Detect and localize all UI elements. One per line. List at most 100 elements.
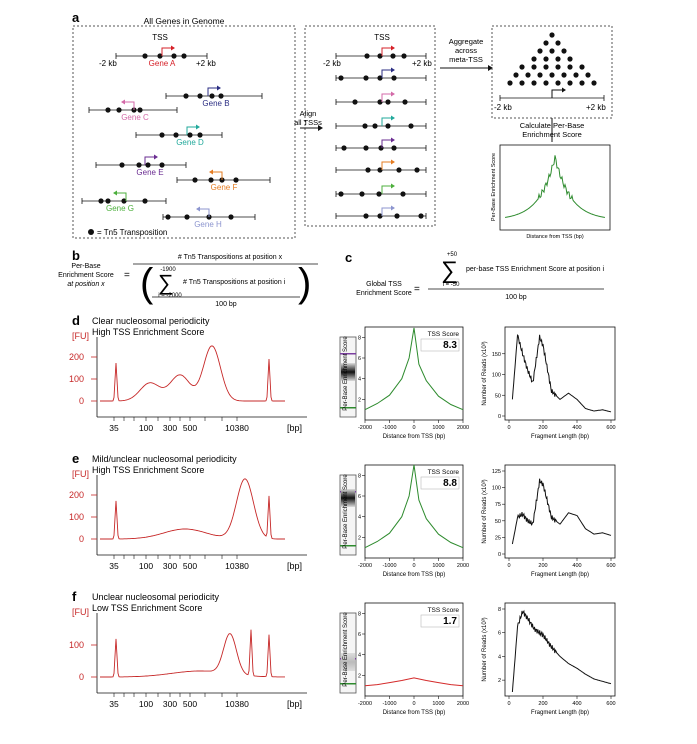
aligned-track — [335, 67, 427, 81]
eq-c-sum-lower: i = -50 — [443, 282, 461, 288]
fu-tick-label: 0 — [79, 534, 84, 544]
tss-x-tick-label: -2000 — [358, 563, 372, 569]
frag-x-tick-label: 600 — [606, 425, 615, 431]
tss-curve — [364, 464, 464, 549]
meta-tss-dot — [561, 48, 567, 54]
bp-tick-label: 35 — [109, 561, 119, 571]
tss-arrow — [381, 93, 391, 102]
row-title-1: Mild/unclear nucleosomal periodicity — [92, 454, 237, 464]
bp-tick-label: 100 — [139, 423, 153, 433]
tn5-dot — [218, 93, 224, 99]
row-title-2: High TSS Enrichment Score — [92, 327, 204, 337]
frag-y-tick-label: 100 — [492, 373, 501, 379]
tn5-dot — [377, 53, 383, 59]
gene-label: Gene F — [211, 183, 238, 192]
row-title-2: Low TSS Enrichment Score — [92, 603, 202, 613]
tn5-dot — [116, 107, 122, 113]
fu-tick-label: 100 — [69, 374, 84, 384]
tss-score-box — [420, 614, 460, 628]
tss-arrow — [381, 139, 391, 148]
meta-tss-dot — [543, 40, 549, 46]
frag-curve — [511, 478, 612, 545]
eq-c-sum-upper: +50 — [447, 252, 458, 258]
panel-a-letter: a — [72, 10, 80, 25]
tss-arrow — [381, 161, 391, 170]
tss-x-tick-label: -1000 — [382, 563, 396, 569]
meta-tss-dot — [549, 32, 555, 38]
eq-b-sigma: ∑ — [158, 270, 174, 295]
tn5-dot — [184, 214, 190, 220]
tn5-dot — [362, 123, 368, 129]
tss-x-tick-label: 2000 — [457, 425, 469, 431]
bioanalyzer-trace — [100, 629, 285, 678]
tn5-dot — [181, 53, 187, 59]
legend-label: = Tn5 Transposition — [97, 228, 167, 237]
tss-x-tick-label: -2000 — [358, 701, 372, 707]
gene-label: Gene B — [202, 99, 229, 108]
tss-x-tick-label: -1000 — [382, 425, 396, 431]
eq-b-lhs-3: at position x — [67, 281, 105, 288]
tss-arrowhead — [391, 205, 395, 211]
all-genes-box — [72, 25, 296, 239]
meta-tss-dot — [531, 80, 537, 86]
tn5-dot — [105, 107, 111, 113]
tn5-dot — [208, 177, 214, 183]
mini-tss-plot-frame — [499, 144, 611, 231]
meta-tss-dot — [543, 56, 549, 62]
tn5-dot — [187, 132, 193, 138]
tn5-dot — [338, 191, 344, 197]
eq-b-numerator: # Tn5 Transpositions at position x — [178, 254, 283, 261]
bp-tick-label: 100 — [139, 561, 153, 571]
tss-plot-xlabel: Distance from TSS (bp) — [383, 434, 446, 440]
tn5-dot — [197, 132, 203, 138]
meta-tss-dot — [507, 80, 513, 86]
tn5-dot — [372, 123, 378, 129]
tss-arrowhead — [209, 169, 213, 175]
aligned-track — [335, 45, 427, 59]
tss-y-tick-label: 2 — [358, 673, 361, 679]
eq-b-sum-lower: i = -2000 — [158, 293, 182, 299]
tss-y-tick-label: 8 — [358, 335, 361, 341]
tn5-dot — [98, 198, 104, 204]
gene-d: Gene D — [135, 124, 223, 147]
tss-arrowhead — [217, 85, 221, 91]
tss-arrowhead — [121, 99, 125, 105]
aligned-track — [335, 137, 427, 151]
tn5-dot — [352, 99, 358, 105]
tn5-dot — [390, 53, 396, 59]
fu-label: [FU] — [72, 607, 89, 617]
bp-tick-label: 100 — [139, 699, 153, 709]
eq-b-denominator: 100 bp — [215, 301, 237, 308]
aggregate-line-1: Aggregate — [449, 37, 484, 46]
mini-tss-curve — [504, 155, 606, 218]
meta-tss-dot — [549, 72, 555, 78]
frag-plot-ylabel: Number of Reads (x10³) — [482, 341, 488, 405]
bp-tick-label: 300 — [163, 423, 177, 433]
tn5-dot — [385, 123, 391, 129]
tss-score-label: TSS Score — [428, 607, 460, 614]
tn5-dot — [394, 213, 400, 219]
tss-arrowhead — [171, 45, 175, 51]
tss-x-tick-label: 2000 — [457, 563, 469, 569]
frag-x-tick-label: 600 — [606, 563, 615, 569]
tss-arrow — [381, 69, 391, 78]
frag-x-tick-label: 400 — [572, 701, 581, 707]
gene-b: Gene B — [165, 85, 263, 108]
tss-curve — [364, 677, 464, 687]
aggregate-arrowhead — [488, 65, 493, 71]
fu-label: [FU] — [72, 331, 89, 341]
panel-b-letter: b — [72, 248, 80, 263]
panel-a-graphics: TSS -2 kb +2 kb Gene A Gene B Gene C Gene D Gen… — [81, 32, 606, 229]
meta-tss-dot — [567, 80, 573, 86]
align-label-2: all TSSs — [294, 118, 322, 127]
gene-label: Gene A — [149, 59, 176, 68]
row-title-1: Clear nucleosomal periodicity — [92, 316, 210, 326]
align-label-1: Align — [300, 109, 317, 118]
tss-arrow — [381, 47, 391, 56]
meta-tss-dot — [579, 64, 585, 70]
tn5-dot — [359, 191, 365, 197]
meta-tss-dot — [513, 72, 519, 78]
meta-tss-dot — [555, 56, 561, 62]
